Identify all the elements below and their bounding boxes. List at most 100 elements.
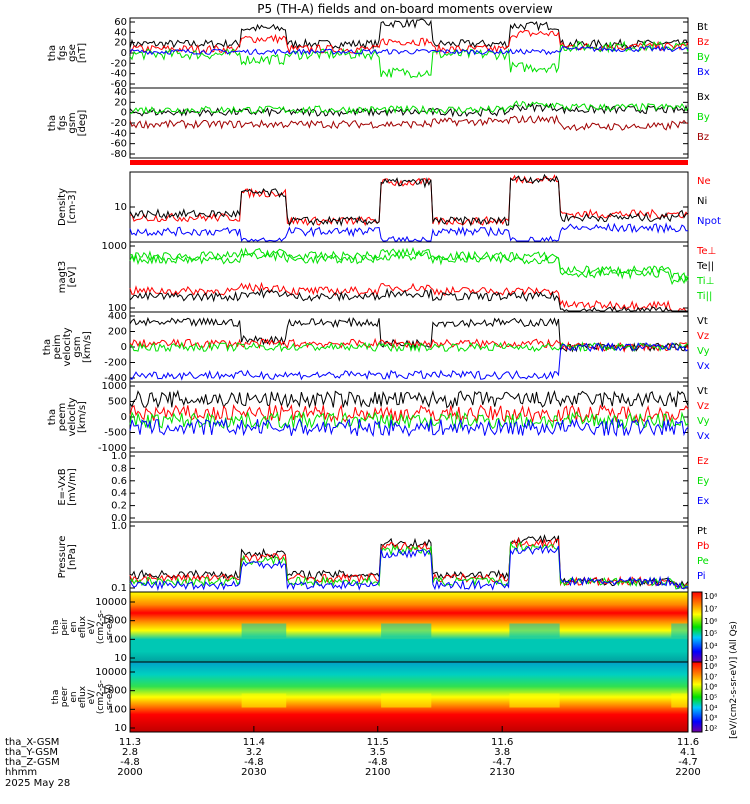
series-line-Pb [129,536,689,590]
legend-Ti⊥: Ti⊥ [696,276,714,287]
x-tick-label: 11.4 [243,737,265,748]
y-tick-label: 40 [114,27,127,38]
panel-peim_velocity: 400 200 0 -200 -400 tha peim velocity gsm [km/s] V… [42,311,710,384]
y-tick-label: -200 [104,358,127,369]
y-axis-label: [nT] [77,43,88,63]
legend-Vt: Vt [697,386,708,397]
x-tick-label: 11.6 [677,737,699,748]
y-axis-label: sr-eV) [105,684,115,710]
spectrogram-band [381,693,432,708]
series-line-Bx [129,45,689,56]
y-tick-label: 1.0 [111,521,127,532]
y-axis-label: en [69,691,79,702]
y-axis-label: Density [57,188,68,226]
y-tick-label: -40 [111,69,127,80]
series-line-Vz [129,404,689,424]
x-tick-label: -4.7 [678,757,698,768]
y-axis-label: velocity [62,327,73,366]
series-line-By [129,39,689,79]
colorbar-tick-label: 10² [704,724,717,733]
legend-Bt: Bt [697,22,708,33]
y-tick-label: -20 [111,118,127,129]
y-tick-label: 10000 [95,597,127,608]
mode-bar [130,160,688,165]
colorbar: 10⁸10⁷10⁶10⁵10⁴10³10⁸10⁷10⁶10⁵10⁴10³10²[… [691,591,739,739]
series-line-Vy [129,341,689,353]
legend-Bz: Bz [697,37,709,48]
series-line-Te⊥ [129,281,688,312]
y-tick-label: -60 [111,79,127,90]
spectrogram-band [671,623,688,638]
colorbar-strip [691,591,703,663]
spectrogram-band [241,623,287,638]
series-line-Vy [129,410,689,430]
legend-By: By [697,112,710,123]
panel-density: 10 Density [cm-3] Ne Ni Npot [57,171,721,243]
y-tick-label: 10 [114,653,127,664]
legend-Ez: Ez [697,456,709,467]
x-tick-label: 2000 [117,767,142,778]
legend-Pt: Pt [697,526,707,537]
y-axis-label: magt3 [57,261,68,294]
y-tick-label: 0.8 [111,463,127,474]
y-axis-label: fgs [57,45,68,60]
legend-By: By [697,52,710,63]
legend-Vx: Vx [697,361,710,372]
spectrogram-band [241,693,287,708]
y-tick-label: 100 [108,634,127,645]
y-tick-label: -20 [111,58,127,69]
spectrogram-band [509,693,560,708]
panel-peir_en_eflux: 10000 1000 100 10 tha peir en eflux eV/(cm2-s-sr… [51,591,689,664]
colorbar-tick-label: 10⁸ [704,592,717,601]
y-axis-label: eflux [78,615,88,638]
y-axis-label: tha [47,115,58,131]
legend-Vt: Vt [697,316,708,327]
colorbar-tick-label: 10⁴ [704,703,717,712]
y-tick-label: 0 [121,412,127,423]
x-tick-label: 11.3 [119,737,141,748]
y-tick-label: 20 [114,38,127,49]
y-tick-label: -40 [111,128,127,139]
colorbar-tick-label: 10⁷ [704,672,717,681]
y-tick-label: 0 [121,108,127,119]
legend-Pi: Pi [697,571,706,582]
y-axis-label: en [69,621,79,632]
y-axis-label: (cm2-s- [96,680,106,714]
series-line-Ni [129,173,689,227]
x-tick-label: 3.5 [370,747,386,758]
y-tick-label: -80 [111,149,127,160]
x-tick-label: 2030 [241,767,266,778]
y-tick-label: 10 [114,723,127,734]
y-tick-label: 60 [114,17,127,28]
x-row-label: tha_Y-GSM [5,747,58,758]
y-tick-label: 1000 [102,241,127,252]
colorbar-strip [691,661,703,733]
y-axis-label: tha [47,45,58,61]
legend-Vz: Vz [697,331,709,342]
y-tick-label: 40 [114,87,127,98]
y-tick-label: 10 [114,202,127,213]
y-tick-label: 0 [121,342,127,353]
y-axis-label: peim [52,334,63,359]
legend-Te||: Te|| [696,261,714,272]
panel-temperature: 1000 100 magt3 [eV] Te⊥ Te|| Ti⊥ Ti|| [57,241,716,314]
legend-Ex: Ex [697,496,709,507]
x-tick-label: 3.8 [494,747,510,758]
y-tick-label: 400 [108,311,127,322]
y-tick-label: 1000 [102,381,127,392]
y-axis-label: tha [51,620,61,635]
legend-Bx: Bx [697,92,710,103]
y-axis-label: eV/ [87,689,97,705]
y-axis-label: sr-eV) [105,614,115,640]
y-tick-label: -1000 [98,443,127,454]
series-line-Pt [129,533,689,589]
y-axis-label: E=-VxB [57,468,68,505]
series-line-Npot [129,222,688,243]
spectrogram-band [509,623,560,638]
x-tick-label: 3.2 [246,747,262,758]
panel-peer_en_eflux: 10000 1000 100 10 tha peer en eflux eV/(cm2-s-sr… [51,661,689,734]
y-axis-label: peer [60,686,70,707]
